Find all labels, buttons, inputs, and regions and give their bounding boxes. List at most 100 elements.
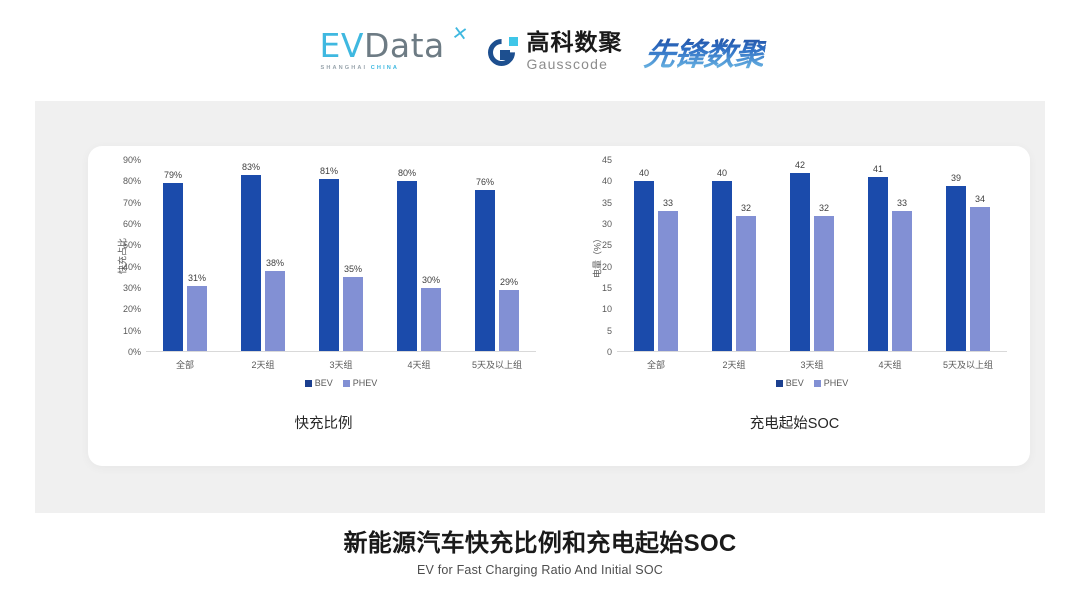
x-cat-left-4: 5天及以上组 [471,360,522,370]
bar-right-bev-0[interactable]: 40 [634,168,654,352]
evdata-data-text: Data [363,26,445,65]
bar-value-label: 34 [974,193,986,204]
bar-group-right-2: 42 32 [773,160,851,352]
y-tick-right-20: 20 [601,261,612,272]
bar-fill [892,211,912,352]
page-title: 新能源汽车快充比例和充电起始SOC [343,530,737,557]
bar-left-bev-4[interactable]: 76% [475,177,495,352]
bar-value-label: 40 [638,168,650,179]
legend-left: BEV PHEV [146,378,536,388]
y-tick-left-40: 40% [122,261,141,272]
content-panel: 快充占比 90% 80% 70% 60% 50% 40% 30% 20% 10%… [35,101,1045,513]
gausscode-logo: 高科数聚 Gausscode [481,27,623,75]
bar-group-left-2: 81% 35% [302,160,380,352]
bar-value-label: 83% [241,161,261,172]
bar-right-bev-3[interactable]: 41 [868,164,888,352]
logo-row: EVData ✕ SHANGHAI CHINA 高科数聚 Gausscode 先… [0,22,1080,80]
bar-group-right-3: 41 33 [851,160,929,352]
x-cat-right-1: 2天组 [722,360,746,370]
chart-fast-charging-ratio: 快充占比 90% 80% 70% 60% 50% 40% 30% 20% 10%… [88,146,559,466]
evdata-tagline-shanghai: SHANGHAI [320,65,368,71]
y-tick-left-30: 30% [122,282,141,293]
y-tick-left-0: 0% [127,347,141,357]
bar-group-right-4: 39 34 [929,160,1007,352]
x-cat-left-2: 3天组 [329,360,353,370]
y-tick-right-15: 15 [601,282,612,293]
bar-left-phev-2[interactable]: 35% [343,264,363,352]
bar-group-right-1: 40 32 [695,160,773,352]
legend-label-bev: BEV [314,378,333,388]
bar-right-phev-3[interactable]: 33 [892,198,912,352]
legend-swatch-bev-icon [775,379,783,387]
bar-value-label: 31% [187,272,207,283]
bar-fill [712,181,732,352]
y-tick-right-45: 45 [601,155,612,165]
bar-left-phev-4[interactable]: 29% [499,277,519,352]
y-tick-left-80: 80% [122,176,141,187]
bar-fill [163,183,183,352]
y-tick-left-50: 50% [122,240,141,251]
x-cat-right-2: 3天组 [800,360,824,370]
bar-fill [241,174,261,352]
bar-right-phev-1[interactable]: 32 [736,203,756,352]
plot-area-left: 快充占比 90% 80% 70% 60% 50% 40% 30% 20% 10%… [118,155,536,357]
chart-initial-soc: 电量（%） 45 40 35 30 25 20 15 10 5 0 40 33 [559,146,1030,466]
legend-item-phev-left[interactable]: PHEV [342,378,378,388]
bar-right-phev-0[interactable]: 33 [658,198,678,352]
y-tick-left-60: 60% [122,218,141,229]
bar-fill [187,285,207,352]
bar-left-bev-0[interactable]: 79% [163,170,183,352]
bar-right-phev-4[interactable]: 34 [970,194,990,352]
y-tick-left-90: 90% [122,155,141,165]
xianfeng-logo: 先锋数聚 [641,29,767,74]
bar-fill [397,181,417,352]
bar-right-phev-2[interactable]: 32 [814,203,834,352]
bar-value-label: 79% [163,170,183,181]
evdata-tagline-china: CHINA [370,65,400,71]
x-cat-right-0: 全部 [646,360,665,370]
bar-value-label: 42 [794,159,806,170]
bar-left-bev-3[interactable]: 80% [397,168,417,352]
x-cat-left-0: 全部 [175,360,194,370]
evdata-wordmark: EVData [320,29,445,62]
bar-group-right-0: 40 33 [617,160,695,352]
x-categories-right: 全部 2天组 3天组 4天组 5天及以上组 [617,358,1007,374]
bar-group-left-4: 76% 29% [458,160,536,352]
bar-value-label: 81% [319,166,339,177]
bar-groups-right: 40 33 40 32 42 32 41 33 [617,160,1007,352]
legend-item-phev-right[interactable]: PHEV [813,378,848,388]
x-cat-left-1: 2天组 [251,360,275,370]
bar-fill [634,181,654,352]
footer-titles: 新能源汽车快充比例和充电起始SOC EV for Fast Charging R… [0,530,1080,577]
legend-swatch-phev-icon [342,379,350,387]
legend-item-bev-left[interactable]: BEV [304,378,333,388]
bar-value-label: 30% [421,275,441,286]
y-tick-right-25: 25 [601,240,612,251]
evdata-x-icon: ✕ [450,22,469,47]
bar-right-bev-1[interactable]: 40 [712,168,732,352]
bar-left-bev-1[interactable]: 83% [241,162,261,352]
bar-fill [970,206,990,352]
y-tick-left-70: 70% [122,197,141,208]
bar-groups-left: 79% 31% 83% 38% 81% 35% 80% [146,160,536,352]
bar-left-bev-2[interactable]: 81% [319,166,339,352]
gausscode-en-name: Gausscode [526,56,609,72]
charts-card: 快充占比 90% 80% 70% 60% 50% 40% 30% 20% 10%… [88,146,1030,466]
bar-fill [946,185,966,352]
bar-left-phev-1[interactable]: 38% [265,258,285,352]
legend-label-phev: PHEV [352,378,378,388]
bar-right-bev-2[interactable]: 42 [790,160,810,352]
bar-value-label: 33 [896,198,908,209]
x-cat-right-3: 4天组 [878,360,902,370]
bar-right-bev-4[interactable]: 39 [946,173,966,352]
bar-left-phev-3[interactable]: 30% [421,275,441,352]
bar-value-label: 39 [950,172,962,183]
bar-left-phev-0[interactable]: 31% [187,273,207,352]
y-tick-right-0: 0 [606,347,612,357]
bar-fill [421,288,441,352]
legend-item-bev-right[interactable]: BEV [775,378,804,388]
plot-area-right: 电量（%） 45 40 35 30 25 20 15 10 5 0 40 33 [593,155,1007,357]
bar-value-label: 29% [499,277,519,288]
y-tick-left-20: 20% [122,304,141,315]
legend-swatch-phev-icon [813,379,821,387]
